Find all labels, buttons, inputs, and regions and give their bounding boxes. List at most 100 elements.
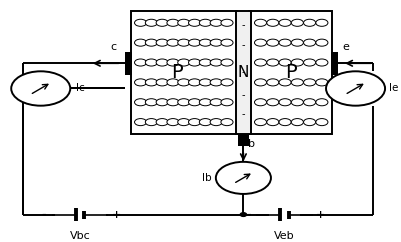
Text: Veb: Veb [274,231,295,241]
Circle shape [145,59,158,66]
Circle shape [279,79,291,86]
Bar [331,52,338,75]
Text: N: N [238,65,249,80]
Circle shape [178,19,190,26]
Circle shape [210,99,222,106]
Text: -: - [242,40,245,50]
Circle shape [199,39,211,46]
Circle shape [267,19,279,26]
Circle shape [326,71,385,106]
Circle shape [167,79,179,86]
Circle shape [316,119,328,126]
Circle shape [255,79,267,86]
Circle shape [178,59,190,66]
Circle shape [210,59,222,66]
Circle shape [255,39,267,46]
Circle shape [304,99,316,106]
Circle shape [240,213,247,216]
Circle shape [134,19,147,26]
Circle shape [210,119,222,126]
Circle shape [221,79,233,86]
Text: c: c [111,42,117,52]
Circle shape [255,119,267,126]
Circle shape [145,39,158,46]
Circle shape [304,39,316,46]
Text: -: - [246,210,251,219]
Circle shape [188,19,200,26]
Circle shape [291,119,304,126]
Circle shape [221,99,233,106]
Circle shape [316,79,328,86]
Text: Ie: Ie [389,83,398,93]
Circle shape [279,19,291,26]
Circle shape [11,71,70,106]
Circle shape [291,99,304,106]
Circle shape [291,59,304,66]
Circle shape [156,79,168,86]
Circle shape [279,39,291,46]
Circle shape [210,39,222,46]
Circle shape [255,19,267,26]
Circle shape [167,119,179,126]
Circle shape [145,79,158,86]
Circle shape [167,19,179,26]
Text: -: - [242,110,245,120]
Circle shape [304,59,316,66]
Text: e: e [342,42,349,52]
Circle shape [221,19,233,26]
Circle shape [188,39,200,46]
Circle shape [134,79,147,86]
Circle shape [279,59,291,66]
Circle shape [145,19,158,26]
Circle shape [291,39,304,46]
Circle shape [304,79,316,86]
Circle shape [145,99,158,106]
Circle shape [279,99,291,106]
Circle shape [145,119,158,126]
Circle shape [167,59,179,66]
Circle shape [304,19,316,26]
Circle shape [156,119,168,126]
Circle shape [267,99,279,106]
Circle shape [178,99,190,106]
Bar [126,52,132,75]
Bar [238,134,249,146]
Circle shape [199,79,211,86]
Circle shape [199,99,211,106]
Text: -: - [42,210,46,219]
Circle shape [199,119,211,126]
Circle shape [199,19,211,26]
Text: b: b [248,138,255,149]
Circle shape [167,39,179,46]
Circle shape [210,19,222,26]
Text: +: + [316,210,326,219]
Circle shape [188,79,200,86]
Text: Vbc: Vbc [70,231,91,241]
Circle shape [316,19,328,26]
Circle shape [134,119,147,126]
Text: -: - [242,20,245,30]
Circle shape [178,79,190,86]
Circle shape [216,162,271,194]
Circle shape [156,59,168,66]
Circle shape [156,99,168,106]
Bar [131,11,237,134]
Circle shape [267,59,279,66]
Circle shape [199,59,211,66]
Circle shape [156,19,168,26]
Circle shape [167,99,179,106]
Circle shape [304,119,316,126]
Text: Ic: Ic [76,83,85,93]
Circle shape [267,119,279,126]
Circle shape [279,119,291,126]
Circle shape [188,59,200,66]
Circle shape [316,39,328,46]
Circle shape [291,19,304,26]
Circle shape [188,99,200,106]
Circle shape [134,39,147,46]
Circle shape [210,79,222,86]
Circle shape [255,99,267,106]
Text: P: P [171,63,182,82]
Circle shape [291,79,304,86]
Circle shape [221,39,233,46]
